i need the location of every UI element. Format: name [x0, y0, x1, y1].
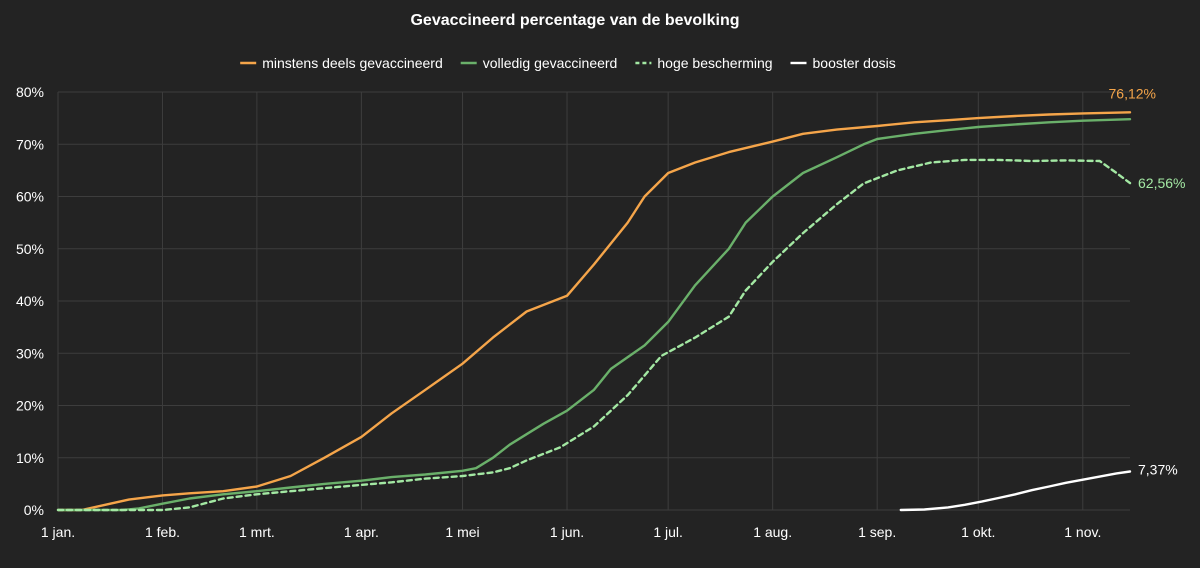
end-labels: 76,12% 62,56% 7,37% — [1109, 85, 1186, 477]
legend-item[interactable]: hoge bescherming — [635, 55, 773, 71]
series-group — [56, 111, 1132, 512]
y-tick-label: 60% — [16, 189, 44, 205]
x-tick-label: 1 okt. — [961, 524, 995, 540]
x-tick-label: 1 mrt. — [239, 524, 275, 540]
chart-title: Gevaccineerd percentage van de bevolking — [410, 12, 739, 29]
end-label-minstens-deels-gevaccineerd: 76,12% — [1109, 85, 1156, 101]
end-label-hoge-bescherming: 62,56% — [1138, 175, 1185, 191]
y-tick-label: 40% — [16, 293, 44, 309]
legend-item[interactable]: booster dosis — [790, 55, 896, 71]
legend: minstens deels gevaccineerd volledig geva… — [240, 55, 896, 71]
series-line-minstens-deels-gevaccineerd — [56, 111, 1132, 512]
x-tick-label: 1 nov. — [1064, 524, 1101, 540]
y-tick-label: 70% — [16, 136, 44, 152]
y-axis: 0% 10% 20% 30% 40% 50% 60% 70% 80% — [16, 84, 44, 518]
x-tick-label: 1 jul. — [653, 524, 683, 540]
series-line-booster-dosis — [899, 470, 1132, 512]
end-label-booster-dosis: 7,37% — [1138, 461, 1178, 477]
series-line-hoge-bescherming — [56, 158, 1132, 512]
series-line-volledig-gevaccineerd — [56, 117, 1132, 512]
y-tick-label: 20% — [16, 398, 44, 414]
legend-label: booster dosis — [813, 55, 896, 71]
x-tick-label: 1 apr. — [344, 524, 379, 540]
y-tick-label: 10% — [16, 450, 44, 466]
y-tick-label: 80% — [16, 84, 44, 100]
x-axis: 1 jan. 1 feb. 1 mrt. 1 apr. 1 mei 1 jun. 1 jul… — [41, 524, 1101, 540]
x-tick-label: 1 mei — [445, 524, 479, 540]
x-tick-label: 1 jan. — [41, 524, 75, 540]
x-tick-label: 1 jun. — [550, 524, 584, 540]
y-tick-label: 50% — [16, 241, 44, 257]
x-tick-label: 1 feb. — [145, 524, 180, 540]
legend-item[interactable]: volledig gevaccineerd — [460, 55, 618, 71]
y-tick-label: 30% — [16, 345, 44, 361]
y-tick-label: 0% — [24, 502, 44, 518]
x-tick-label: 1 sep. — [858, 524, 896, 540]
x-tick-label: 1 aug. — [753, 524, 792, 540]
legend-label: hoge bescherming — [657, 55, 772, 71]
legend-item[interactable]: minstens deels gevaccineerd — [240, 55, 443, 71]
grid — [57, 91, 1130, 511]
legend-label: minstens deels gevaccineerd — [262, 55, 443, 71]
legend-label: volledig gevaccineerd — [483, 55, 618, 71]
